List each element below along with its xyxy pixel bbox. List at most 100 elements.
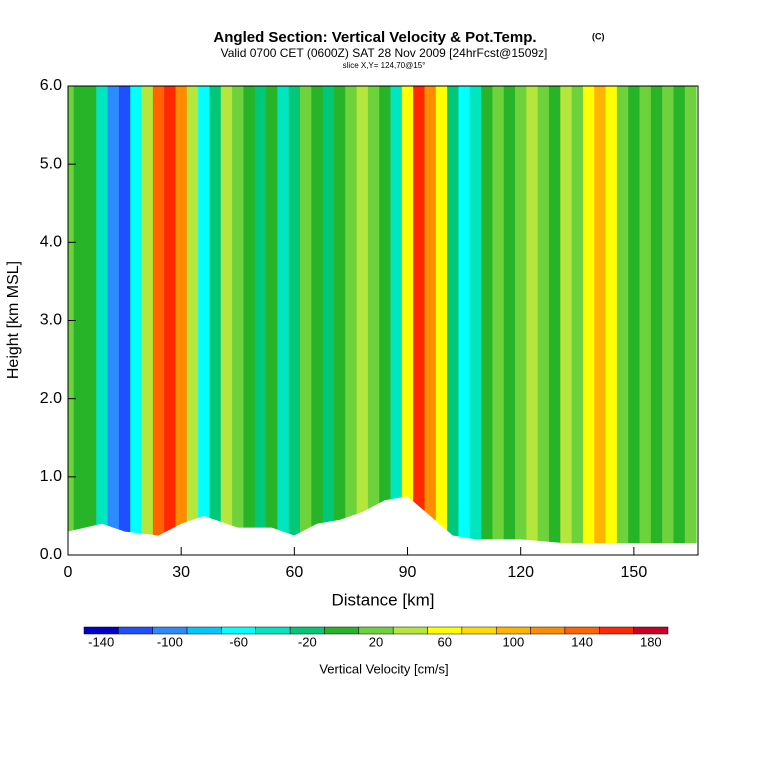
colorbar-tick-label: -100 <box>157 634 183 649</box>
velocity-column <box>164 86 177 555</box>
velocity-column <box>582 86 595 555</box>
velocity-column <box>503 86 516 555</box>
colorbar-swatch <box>599 626 634 635</box>
colorbar-swatch <box>255 626 291 635</box>
velocity-column <box>673 86 686 555</box>
velocity-column <box>379 86 392 555</box>
colorbar-swatch <box>392 626 428 635</box>
colorbar-label: Vertical Velocity [cm/s] <box>319 661 448 676</box>
velocity-column <box>84 86 97 555</box>
x-axis-label: Distance [km] <box>332 590 435 609</box>
velocity-column <box>628 86 641 555</box>
velocity-column <box>96 86 109 555</box>
velocity-column <box>458 86 471 555</box>
velocity-column <box>481 86 493 555</box>
chart-title: Angled Section: Vertical Velocity & Pot.… <box>213 29 536 46</box>
colorbar-swatch <box>118 626 153 635</box>
velocity-column <box>175 86 188 555</box>
velocity-column <box>560 86 573 555</box>
velocity-column <box>526 86 539 555</box>
velocity-column <box>447 86 459 555</box>
colorbar-tick-label: -60 <box>229 634 248 649</box>
velocity-column <box>492 86 505 555</box>
y-tick-label: 4.0 <box>40 234 62 251</box>
velocity-column <box>684 86 697 555</box>
x-tick-label: 120 <box>507 564 534 581</box>
x-tick-label: 90 <box>399 564 417 581</box>
velocity-column <box>548 86 561 555</box>
colorbar-tick-label: 180 <box>640 634 662 649</box>
velocity-column <box>254 86 267 555</box>
colorbar-swatch <box>186 626 222 635</box>
colorbar-tick-label: -20 <box>298 634 317 649</box>
colorbar-swatch <box>83 626 119 635</box>
colorbar-swatch <box>530 626 566 635</box>
velocity-column <box>243 86 256 555</box>
velocity-column <box>571 86 584 555</box>
velocity-column <box>300 86 312 555</box>
velocity-column <box>186 86 199 555</box>
velocity-column <box>322 86 335 555</box>
velocity-column <box>73 86 86 555</box>
colorbar-swatch <box>633 626 669 635</box>
y-tick-label: 5.0 <box>40 155 62 172</box>
x-tick-label: 60 <box>285 564 303 581</box>
velocity-column <box>616 86 629 555</box>
colorbar-swatch <box>152 626 188 635</box>
velocity-column <box>118 86 131 555</box>
velocity-column <box>390 86 403 555</box>
velocity-column <box>232 86 244 555</box>
velocity-column <box>209 86 222 555</box>
y-tick-label: 3.0 <box>40 312 62 329</box>
colorbar-swatch <box>495 626 531 635</box>
colorbar-swatch <box>427 626 463 635</box>
velocity-column <box>367 86 380 555</box>
velocity-column <box>333 86 346 555</box>
colorbar-swatch <box>564 626 600 635</box>
velocity-column <box>435 86 448 555</box>
velocity-column <box>594 86 607 555</box>
y-tick-label: 6.0 <box>40 77 62 94</box>
terrain <box>68 496 698 555</box>
y-tick-label: 2.0 <box>40 390 62 407</box>
velocity-column <box>356 86 369 555</box>
slice-label: slice X,Y= 124,70@15° <box>343 61 426 70</box>
velocity-column <box>424 86 437 555</box>
velocity-column <box>311 86 324 555</box>
title-note: (C) <box>592 31 605 41</box>
colorbar-swatch <box>221 626 257 635</box>
x-tick-label: 30 <box>172 564 190 581</box>
colorbar-tick-label: -140 <box>88 634 114 649</box>
velocity-column <box>662 86 674 555</box>
x-tick-label: 150 <box>621 564 648 581</box>
velocity-column <box>345 86 358 555</box>
x-tick-label: 0 <box>64 564 73 581</box>
velocity-column <box>152 86 165 555</box>
velocity-column <box>277 86 290 555</box>
velocity-column <box>469 86 482 555</box>
colorbar-tick-label: 100 <box>503 634 525 649</box>
velocity-column <box>141 86 154 555</box>
velocity-column <box>107 86 120 555</box>
velocity-column <box>413 86 425 555</box>
velocity-column <box>401 86 414 555</box>
subtitle: Valid 0700 CET (0600Z) SAT 28 Nov 2009 [… <box>221 46 548 60</box>
velocity-column <box>288 86 301 555</box>
velocity-column <box>130 86 143 555</box>
y-tick-label: 0.0 <box>40 546 62 563</box>
velocity-column <box>515 86 527 555</box>
colorbar-tick-label: 60 <box>437 634 451 649</box>
velocity-column <box>605 86 618 555</box>
colorbar-swatch <box>358 626 394 635</box>
colorbar-tick-label: 20 <box>369 634 383 649</box>
velocity-column <box>650 86 663 555</box>
velocity-column <box>639 86 652 555</box>
colorbar-tick-label: 140 <box>571 634 593 649</box>
velocity-column <box>220 86 233 555</box>
y-tick-label: 1.0 <box>40 468 62 485</box>
colorbar-swatch <box>324 626 360 635</box>
velocity-column <box>198 86 210 555</box>
velocity-column <box>266 86 278 555</box>
colorbar-swatch <box>461 626 497 635</box>
